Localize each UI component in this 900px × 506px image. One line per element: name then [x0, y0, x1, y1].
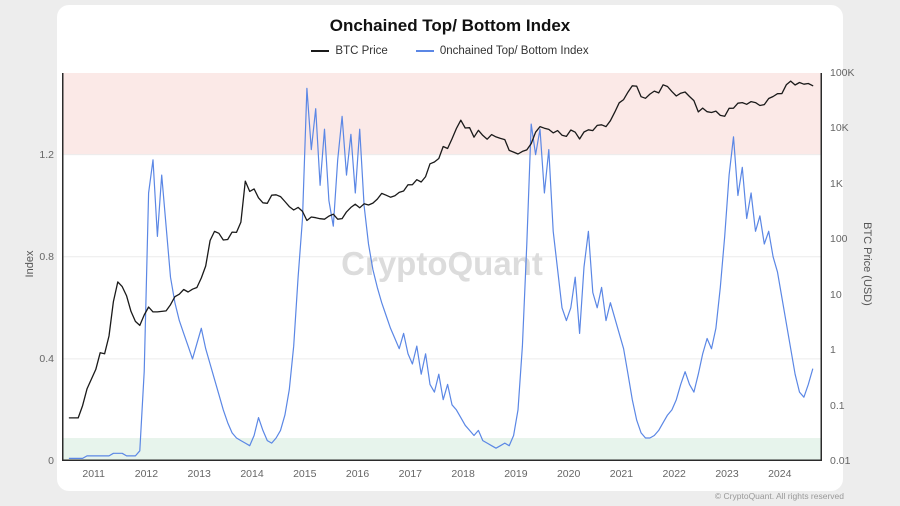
- copyright: © CryptoQuant. All rights reserved: [714, 491, 844, 501]
- right-axis-title: BTC Price (USD): [861, 222, 873, 306]
- x-tick-label: 2024: [768, 468, 792, 480]
- y-right-tick-label: 100: [830, 233, 848, 246]
- left-axis-title: Index: [24, 250, 36, 278]
- y-right-tick-label: 10K: [830, 122, 849, 135]
- legend: BTC Price 0nchained Top/ Bottom Index: [57, 45, 843, 57]
- plot-svg[interactable]: CryptoQuant: [62, 73, 822, 461]
- legend-item-index[interactable]: 0nchained Top/ Bottom Index: [415, 45, 589, 57]
- y-left-tick-label: 0.4: [39, 352, 54, 365]
- y-right-tick-label: 1K: [830, 177, 843, 190]
- legend-label-index: 0nchained Top/ Bottom Index: [439, 45, 589, 57]
- x-tick-label: 2015: [293, 468, 317, 480]
- x-tick-label: 2021: [609, 468, 634, 480]
- chart-title: Onchained Top/ Bottom Index: [329, 16, 571, 35]
- x-tick-label: 2023: [715, 468, 739, 480]
- y-right-tick-label: 0.1: [830, 399, 845, 412]
- y-left-tick-label: 0.8: [39, 250, 54, 263]
- btc-price-line-swatch: [311, 50, 330, 52]
- y-left-tick-label: 1.2: [39, 148, 54, 161]
- x-tick-label: 2020: [556, 468, 581, 480]
- legend-label-btc-price: BTC Price: [335, 45, 388, 57]
- series-btc-price: [68, 80, 814, 419]
- top-zone-band: [62, 73, 822, 155]
- y-right-tick-label: 0.01: [830, 455, 851, 467]
- y-right-tick-label: 100K: [830, 67, 855, 79]
- series-index: [68, 87, 814, 459]
- x-tick-label: 2011: [82, 468, 105, 480]
- x-tick-label: 2022: [662, 468, 686, 480]
- y-right-tick-label: 1: [830, 344, 836, 357]
- x-tick-label: 2014: [240, 468, 264, 480]
- bottom-zone-band: [62, 438, 822, 461]
- plot-wrap: CryptoQuant 0 0.4 0.8 1.2 0.01 0.1 1 10 100 1K 10K…: [39, 67, 854, 480]
- y-right-tick-label: 10: [830, 288, 842, 301]
- x-tick-label: 2017: [398, 468, 422, 480]
- x-tick-label: 2016: [345, 468, 370, 480]
- index-line-swatch: [415, 50, 434, 52]
- legend-item-btc-price[interactable]: BTC Price: [311, 45, 388, 57]
- x-tick-label: 2012: [134, 468, 159, 480]
- x-tick-label: 2019: [504, 468, 528, 480]
- y-left-tick-label: 0: [48, 455, 54, 467]
- x-tick-label: 2018: [451, 468, 475, 480]
- x-tick-label: 2013: [187, 468, 211, 480]
